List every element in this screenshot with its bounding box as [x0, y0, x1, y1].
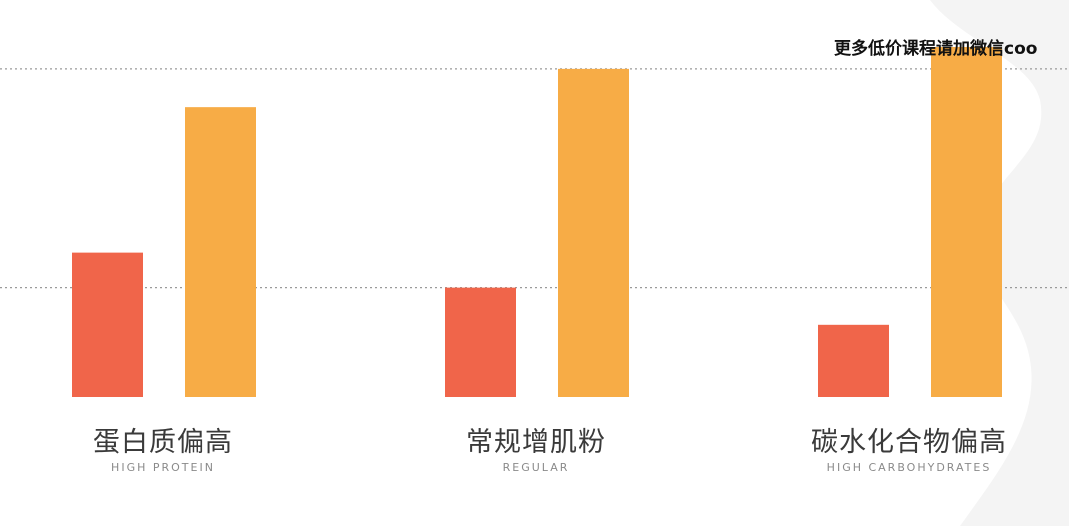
bar-category-3-series-2	[931, 47, 1002, 397]
bars	[72, 47, 1002, 397]
category-label-high-protein: 蛋白质偏高	[93, 427, 233, 458]
category-label-regular: 常规增肌粉	[466, 427, 606, 458]
category-sublabel-high-carbohydrates: HIGH CARBOHYDRATES	[826, 461, 992, 474]
gridlines	[0, 68, 1069, 289]
category-label-high-carbohydrates: 碳水化合物偏高	[811, 427, 1007, 458]
category-sublabel-high-protein: HIGH PROTEIN	[111, 461, 215, 474]
bar-category-1-series-2	[185, 107, 256, 397]
bar-category-1-series-1	[72, 252, 143, 397]
watermark-text: 更多低价课程请加微信coo	[834, 39, 1038, 59]
bar-category-3-series-1	[818, 324, 889, 397]
bar-category-2-series-1	[445, 287, 516, 397]
category-sublabel-regular: REGULAR	[502, 461, 570, 474]
bar-category-2-series-2	[558, 68, 629, 397]
